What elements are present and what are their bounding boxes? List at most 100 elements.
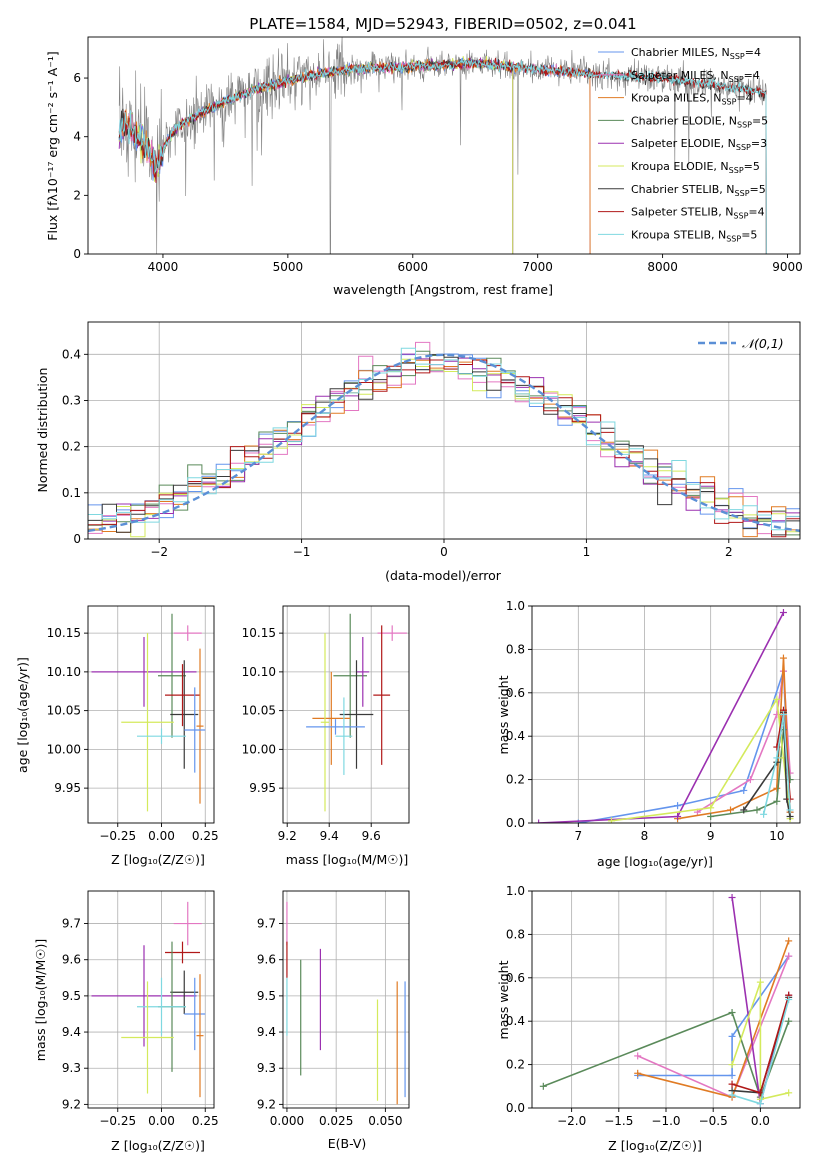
plot-area xyxy=(91,613,206,812)
weight-marker-kroupa_stelib xyxy=(728,1091,736,1099)
errorbar-chabrier_elodie xyxy=(333,613,367,738)
y-tick-label: 9.2 xyxy=(62,1097,81,1111)
y-tick-label: 0.4 xyxy=(62,347,81,361)
x-tick-label: 0.25 xyxy=(192,1114,219,1128)
weight-marker-kroupa_stelib xyxy=(760,810,768,818)
x-tick-label: 5000 xyxy=(273,260,304,274)
legend-label: Chabrier STELIB, NSSP=5 xyxy=(631,183,766,198)
y-tick-label: 10.05 xyxy=(242,704,276,718)
errorbar-chabrier_miles xyxy=(306,719,365,735)
residuals-xlabel: (data-model)/error xyxy=(385,568,502,583)
legend-sub: SSP xyxy=(737,120,752,129)
y-tick-label: 0.8 xyxy=(506,927,525,941)
y-tick-label: 10.10 xyxy=(47,665,81,679)
weight-marker-chabrier_elodie xyxy=(753,806,761,814)
x-tick-label: −1.5 xyxy=(604,1114,633,1128)
weight-marker-chabrier_elodie xyxy=(539,1082,547,1090)
x-tick-label: 0 xyxy=(440,545,448,559)
weight-marker-kroupa_miles xyxy=(727,806,735,814)
plot-area xyxy=(88,341,800,538)
weight-marker-kroupa_miles xyxy=(779,654,787,662)
weight-marker-kroupa_miles xyxy=(773,784,781,792)
y-tick-label: 10.15 xyxy=(47,626,81,640)
x-tick-label: −0.5 xyxy=(699,1114,728,1128)
legend-label: Salpeter STELIB, NSSP=4 xyxy=(631,206,765,221)
spectrum-title: PLATE=1584, MJD=52943, FIBERID=0502, z=0… xyxy=(249,15,636,33)
x-tick-label: 9 xyxy=(707,829,715,843)
y-tick-label: 0.8 xyxy=(506,642,525,656)
legend-sub: SSP xyxy=(726,234,741,243)
mw-Z-xlabel: Z [log₁₀(Z/Z☉)] xyxy=(608,1138,702,1153)
weight-marker-kroupa_miles xyxy=(785,937,793,945)
weight-marker-kroupa_elodie xyxy=(707,804,715,812)
spectrum-panel: 4000 5000 6000 7000 8000 9000 0 2 4 6 Chabrier MIL… xyxy=(73,36,803,274)
x-tick-label: 0.25 xyxy=(192,829,219,843)
errorbar-kroupa_stelib xyxy=(335,697,353,775)
errorbar-kroupa_elodie xyxy=(320,633,330,812)
axes-frame xyxy=(282,605,410,824)
errorbar-kroupa_elodie xyxy=(121,633,174,812)
legend-tail: =5 xyxy=(744,160,760,173)
axes-frame xyxy=(282,890,410,1109)
y-tick-label: 0.3 xyxy=(62,393,81,407)
histogram-kroupa_stelib xyxy=(88,347,800,538)
legend-sub: SSP xyxy=(721,98,736,107)
weight-marker-kroupa_stelib xyxy=(773,754,781,762)
legend-label: Salpeter ELODIE, NSSP=3 xyxy=(631,137,767,152)
mass-vs-ebv-panel: 0.000 0.025 0.050 9.2 9.3 9.4 9.5 9.6 9.7 xyxy=(257,890,410,1128)
y-tick-label: 9.95 xyxy=(249,781,276,795)
mass-weight-vs-Z-panel: −2.0 −1.5 −1.0 −0.5 0.0 0.0 0.2 0.4 0.6 0.8 1.0 xyxy=(506,884,801,1128)
weight-marker-chabrier_elodie xyxy=(773,797,781,805)
mass-vs-Z-ylabel: mass [log₁₀(M/M☉)] xyxy=(33,939,48,1061)
legend-label: Chabrier ELODIE, NSSP=5 xyxy=(631,114,768,129)
y-tick-label: 0.4 xyxy=(506,729,525,743)
errorbar-kroupa_miles xyxy=(196,974,204,1098)
x-tick-label: 0.00 xyxy=(148,1114,175,1128)
y-tick-label: 9.3 xyxy=(257,1061,276,1075)
weight-marker-salpeter_elodie xyxy=(728,894,736,902)
legend-sub: SSP xyxy=(729,75,744,84)
legend-sub: SSP xyxy=(729,166,744,175)
plot-area xyxy=(286,901,406,1105)
legend-sub: SSP xyxy=(736,143,751,152)
x-tick-label: 0.0 xyxy=(751,1114,770,1128)
errorbar-salpeter_elodie xyxy=(356,637,370,707)
y-tick-label: 9.4 xyxy=(257,1025,276,1039)
mass-weight-vs-age-panel: 7 8 9 10 0.0 0.2 0.4 0.6 0.8 1.0 xyxy=(506,599,801,843)
weight-marker-chabrier_stelib xyxy=(786,812,794,820)
y-tick-label: 0.4 xyxy=(506,1014,525,1028)
y-tick-label: 0.0 xyxy=(506,816,525,830)
age-vs-Z-xlabel: Z [log₁₀(Z/Z☉)] xyxy=(111,852,205,867)
x-tick-label: 7000 xyxy=(522,260,553,274)
weight-marker-chabrier_miles xyxy=(728,1071,736,1079)
y-tick-label: 0.2 xyxy=(506,1058,525,1072)
residuals-panel: −2 −1 0 1 2 0 0.1 0.2 0.3 0.4 𝒩(0,1) xyxy=(62,321,801,559)
legend-text: Chabrier STELIB, N xyxy=(631,183,735,196)
y-tick-label: 9.5 xyxy=(62,989,81,1003)
mw-Z-ylabel: mass weight xyxy=(496,960,511,1039)
errorbar-salpeter_miles xyxy=(173,625,202,641)
legend-sub: SSP xyxy=(735,189,750,198)
errorbar-chabrier_miles xyxy=(184,687,206,773)
residuals-ylabel: Normed distribution xyxy=(35,368,50,493)
y-tick-label: 0.6 xyxy=(506,686,525,700)
y-tick-label: 2 xyxy=(73,188,81,202)
y-tick-label: 0 xyxy=(73,247,81,261)
legend-tail: =5 xyxy=(741,228,757,241)
weight-marker-salpeter_miles xyxy=(746,776,754,784)
mass-vs-ebv-xlabel: E(B-V) xyxy=(328,1136,367,1151)
legend-tail: =4 xyxy=(736,92,752,105)
axes-frame xyxy=(531,605,801,824)
y-tick-label: 9.7 xyxy=(62,917,81,931)
weight-marker-kroupa_elodie xyxy=(773,695,781,703)
x-tick-label: 0.00 xyxy=(148,829,175,843)
plot-area xyxy=(306,613,407,812)
x-tick-label: 9.4 xyxy=(320,829,339,843)
plot-area xyxy=(539,894,793,1108)
weight-marker-chabrier_miles xyxy=(728,1032,736,1040)
x-tick-label: −0.25 xyxy=(99,829,136,843)
x-tick-label: −1.0 xyxy=(651,1114,680,1128)
weight-marker-salpeter_miles xyxy=(785,952,793,960)
legend-label: Kroupa MILES, NSSP=4 xyxy=(631,92,753,107)
weight-line-kroupa_stelib xyxy=(762,714,791,815)
